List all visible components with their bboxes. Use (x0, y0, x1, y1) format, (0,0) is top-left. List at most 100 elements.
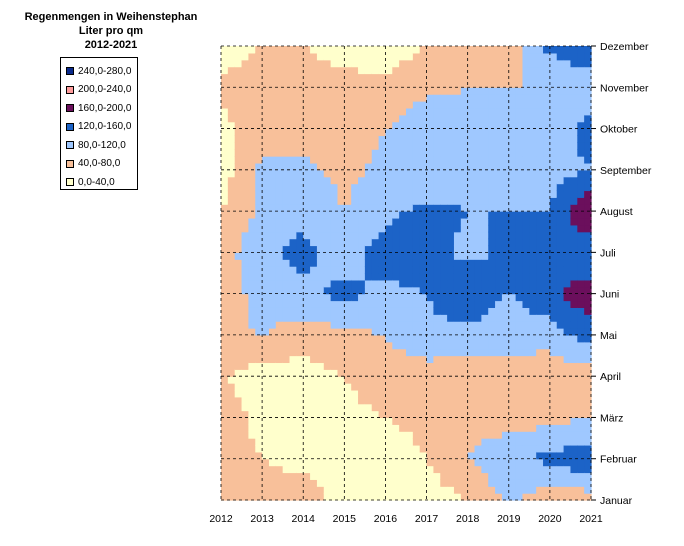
contour-cell (268, 80, 277, 88)
contour-cell (495, 410, 503, 419)
contour-cell (221, 169, 229, 178)
contour-cell (433, 403, 441, 412)
contour-cell (433, 80, 441, 88)
y-tick-label: April (600, 371, 621, 383)
contour-cell (406, 286, 414, 295)
contour-cell (358, 162, 366, 171)
contour-cell (289, 107, 297, 116)
contour-cell (221, 190, 229, 198)
contour-cell (453, 369, 462, 377)
contour-cell (275, 493, 284, 501)
contour-cell (495, 486, 503, 494)
contour-cell (296, 458, 304, 467)
contour-cell (419, 300, 428, 308)
contour-cell (241, 410, 250, 419)
contour-cell (282, 334, 291, 343)
contour-cell (344, 465, 352, 474)
contour-cell (364, 300, 373, 308)
contour-cell (426, 266, 435, 274)
contour-cell (268, 279, 277, 288)
contour-cell (433, 438, 441, 446)
contour-cell (303, 169, 311, 178)
contour-cell (529, 149, 537, 157)
contour-cell (303, 121, 311, 130)
contour-cell (543, 389, 551, 398)
contour-cell (392, 486, 400, 494)
contour-cell (495, 46, 503, 54)
contour-cell (268, 383, 277, 391)
contour-cell (501, 197, 510, 205)
contour-cell (495, 293, 503, 302)
contour-cell (344, 94, 352, 102)
contour-cell (412, 217, 421, 226)
contour-cell (385, 444, 393, 453)
contour-cell (508, 438, 517, 446)
contour-cell (419, 73, 428, 81)
contour-cell (364, 252, 373, 260)
contour-cell (234, 341, 243, 350)
contour-cell (495, 211, 503, 219)
contour-cell (221, 162, 229, 171)
contour-cell (289, 424, 297, 432)
contour-cell (248, 307, 256, 315)
contour-cell (536, 94, 544, 102)
contour-cell (426, 217, 435, 226)
contour-cell (303, 444, 311, 453)
contour-cell (221, 334, 229, 343)
contour-cell (577, 87, 585, 95)
contour-cell (577, 190, 585, 198)
contour-cell (221, 52, 229, 61)
contour-cell (227, 266, 236, 274)
contour-cell (371, 204, 380, 212)
contour-cell (364, 348, 373, 357)
contour-cell (501, 431, 510, 439)
legend-item: 160,0-200,0 (66, 99, 137, 118)
contour-cell (412, 162, 421, 171)
contour-cell (248, 149, 256, 157)
contour-cell (453, 224, 462, 233)
contour-cell (529, 231, 537, 240)
contour-cell (467, 403, 476, 412)
contour-cell (316, 245, 325, 253)
contour-cell (549, 101, 558, 109)
contour-cell (221, 410, 229, 419)
contour-cell (289, 389, 297, 398)
contour-cell (351, 438, 359, 446)
contour-cell (268, 472, 277, 480)
contour-cell (543, 238, 551, 247)
contour-cell (515, 114, 524, 123)
contour-cell (556, 293, 565, 302)
contour-cell (412, 424, 421, 432)
contour-cell (467, 493, 476, 501)
contour-cell (488, 362, 496, 370)
contour-cell (337, 259, 345, 267)
contour-cell (460, 389, 469, 398)
contour-cell (495, 128, 503, 137)
contour-cell (563, 438, 572, 446)
contour-cell (508, 403, 517, 412)
contour-cell (515, 383, 524, 391)
contour-cell (378, 417, 387, 425)
contour-cell (344, 183, 352, 192)
contour-cell (515, 176, 524, 185)
contour-cell (440, 46, 448, 54)
contour-cell (522, 314, 530, 322)
contour-cell (323, 217, 332, 226)
contour-cell (515, 94, 524, 102)
contour-cell (529, 52, 537, 61)
contour-cell (474, 162, 482, 171)
contour-cell (536, 162, 544, 171)
contour-cell (378, 59, 387, 68)
contour-cell (303, 204, 311, 212)
contour-cell (221, 231, 229, 240)
contour-cell (323, 46, 332, 54)
contour-cell (296, 307, 304, 315)
contour-cell (371, 328, 380, 336)
contour-cell (344, 341, 352, 350)
contour-cell (255, 197, 263, 205)
contour-cell (467, 479, 476, 487)
contour-cell (385, 348, 393, 357)
contour-cell (474, 438, 482, 446)
contour-cell (303, 458, 311, 467)
contour-cell (310, 211, 318, 219)
